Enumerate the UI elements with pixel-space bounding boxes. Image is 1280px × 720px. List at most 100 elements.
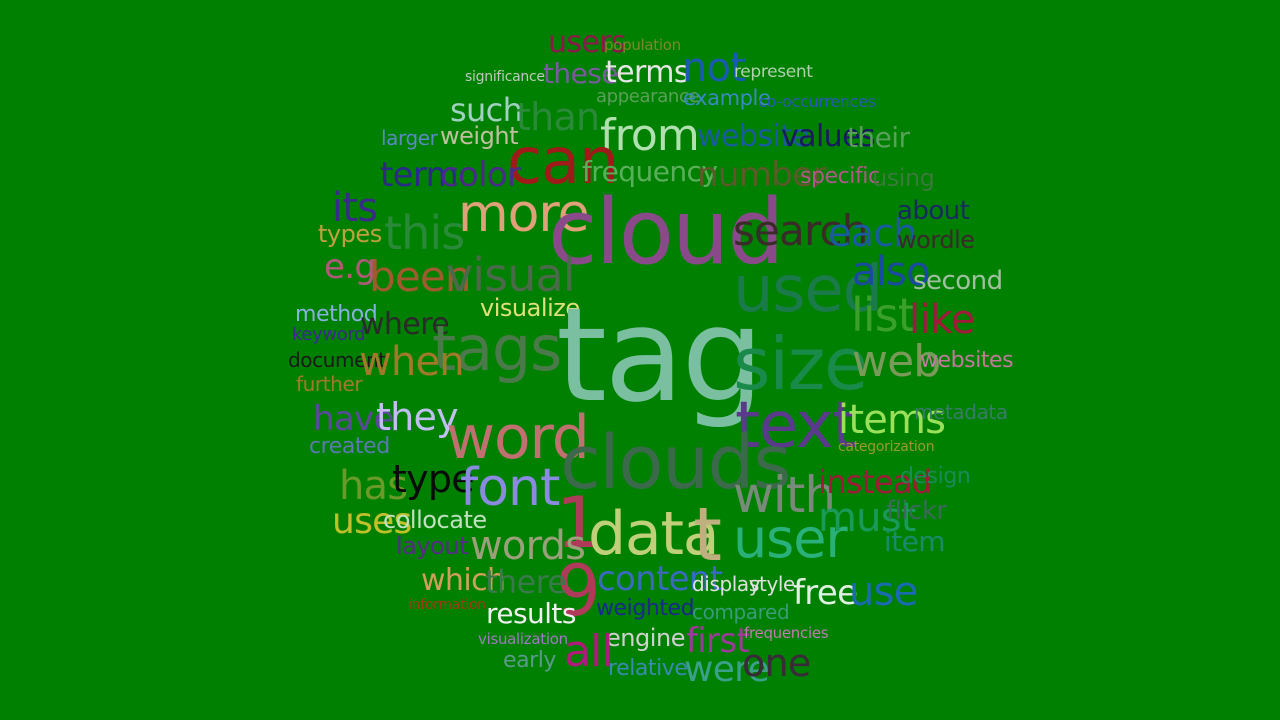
cloud-word: all xyxy=(564,626,614,677)
cloud-word: uses xyxy=(332,501,412,542)
cloud-word: larger xyxy=(381,126,438,150)
cloud-word: text xyxy=(735,389,857,463)
cloud-word: visual xyxy=(446,248,575,302)
cloud-word: design xyxy=(900,464,971,489)
cloud-word: list xyxy=(851,288,916,342)
cloud-word: been xyxy=(369,252,471,301)
cloud-word: number xyxy=(697,155,826,195)
cloud-word: have xyxy=(313,399,394,439)
cloud-word: such xyxy=(450,91,523,129)
cloud-word: there xyxy=(485,563,567,601)
cloud-word: weight xyxy=(440,122,519,150)
cloud-word: from xyxy=(600,110,700,161)
cloud-word: method xyxy=(295,302,378,327)
cloud-word: layout xyxy=(396,532,469,560)
cloud-word: their xyxy=(847,121,910,154)
cloud-word: type xyxy=(392,457,475,501)
cloud-word: types xyxy=(318,220,382,248)
cloud-word: weighted xyxy=(596,596,695,621)
cloud-word: tag xyxy=(556,279,764,431)
cloud-word: they xyxy=(376,395,459,439)
cloud-word: second xyxy=(913,266,1003,296)
cloud-word: e.g xyxy=(324,247,376,287)
cloud-word: display xyxy=(692,572,761,596)
cloud-word: specific xyxy=(800,164,880,189)
cloud-word: must xyxy=(818,495,916,541)
cloud-word: further xyxy=(296,372,363,396)
cloud-word: clouds xyxy=(560,420,792,506)
cloud-word: which xyxy=(421,563,506,598)
cloud-word: word xyxy=(446,403,590,473)
cloud-word: these xyxy=(543,57,619,90)
cloud-word: keyword xyxy=(292,324,366,345)
cloud-word: frequencies xyxy=(744,624,829,642)
cloud-word: search xyxy=(733,206,868,255)
cloud-word: were xyxy=(684,649,770,690)
cloud-word: also xyxy=(852,249,931,295)
cloud-word: 1 xyxy=(556,482,601,564)
cloud-word: words xyxy=(470,523,586,569)
cloud-word: users xyxy=(548,25,627,60)
cloud-word: relative xyxy=(608,656,688,681)
cloud-word: co-occurrences xyxy=(758,92,876,111)
cloud-word: t xyxy=(693,492,722,578)
cloud-word: cloud xyxy=(548,180,785,285)
cloud-word: flickr xyxy=(886,496,947,526)
cloud-word: terms xyxy=(605,55,689,90)
cloud-word: term xyxy=(380,155,459,195)
cloud-word: created xyxy=(309,434,390,459)
cloud-word: collocate xyxy=(383,506,487,534)
cloud-word: compared xyxy=(692,600,790,624)
cloud-word: example xyxy=(683,86,771,110)
cloud-word: like xyxy=(909,297,975,343)
cloud-word: one xyxy=(742,641,811,685)
cloud-word: results xyxy=(486,597,576,630)
cloud-word: item xyxy=(884,525,946,558)
cloud-word: free xyxy=(793,573,858,613)
cloud-word: categorization xyxy=(838,439,935,455)
cloud-word: this xyxy=(384,206,465,260)
cloud-word: first xyxy=(686,621,750,661)
cloud-word: can xyxy=(507,125,619,199)
cloud-word: items xyxy=(838,397,946,443)
cloud-word: frequency xyxy=(582,155,718,188)
cloud-word: data xyxy=(588,499,720,569)
cloud-word: not xyxy=(682,45,746,91)
cloud-word: style xyxy=(749,572,795,596)
cloud-word: color xyxy=(440,155,521,195)
cloud-word: population xyxy=(604,36,681,54)
cloud-word: about xyxy=(897,196,970,226)
cloud-word: web xyxy=(852,336,941,387)
cloud-word: represent xyxy=(734,62,813,82)
cloud-word: metadata xyxy=(914,400,1008,424)
cloud-word: tags xyxy=(432,312,562,385)
cloud-word: document xyxy=(288,348,386,372)
cloud-word: 9 xyxy=(556,550,601,632)
cloud-word: visualize xyxy=(480,294,580,322)
cloud-word: using xyxy=(872,164,935,192)
cloud-word: content xyxy=(597,559,723,599)
cloud-word: early xyxy=(503,648,556,673)
cloud-word: websites xyxy=(920,348,1014,373)
cloud-word: when xyxy=(359,339,465,385)
cloud-word: wordle xyxy=(897,226,975,254)
cloud-word: instead xyxy=(818,463,932,501)
cloud-word: website xyxy=(697,119,810,154)
cloud-word: appearance xyxy=(596,86,700,107)
cloud-word: has xyxy=(339,463,408,509)
cloud-word: more xyxy=(458,184,590,244)
cloud-word: size xyxy=(733,322,868,406)
cloud-word: use xyxy=(849,569,918,615)
cloud-word: values xyxy=(781,119,876,154)
cloud-word: than xyxy=(516,95,600,139)
cloud-word: font xyxy=(460,458,560,518)
cloud-word: user xyxy=(733,507,848,570)
cloud-word: engine xyxy=(606,624,685,652)
cloud-word: where xyxy=(360,307,450,342)
cloud-word: information xyxy=(408,597,486,613)
cloud-word: visualization xyxy=(478,630,568,648)
cloud-word: with xyxy=(733,466,836,524)
cloud-word: significance xyxy=(465,69,545,85)
cloud-word: each xyxy=(828,211,917,255)
